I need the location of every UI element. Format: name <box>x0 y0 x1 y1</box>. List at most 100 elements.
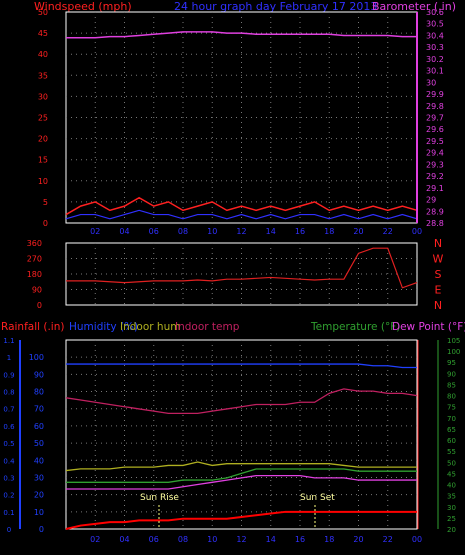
humidity-tick-label: 100 <box>29 353 44 362</box>
rainfall-title: Rainfall (.in) <box>1 321 64 333</box>
barometer-tick-label: 29.1 <box>426 184 444 193</box>
sun-rise-label: Sun Rise <box>140 493 179 503</box>
indoor-temp-line <box>65 388 418 415</box>
wind-gust-line <box>65 196 418 216</box>
sun-set-label: Sun Set <box>300 493 335 503</box>
humidity-axis-ticks: 0 10 20 30 40 50 60 70 80 90 100 <box>29 353 44 534</box>
windspeed-tick-label: 45 <box>38 29 48 38</box>
barometer-tick-label: 29.4 <box>426 149 444 158</box>
indoor-temp-title: Indoor temp <box>175 321 240 333</box>
windspeed-tick-label: 25 <box>38 114 48 123</box>
indoor-hum-title: Indoor hum <box>120 321 180 333</box>
windspeed-tick-label: 5 <box>43 198 48 207</box>
temperature-tick-label: 105 <box>447 337 460 345</box>
wind-panel-series <box>65 31 418 220</box>
compass-letter-s: S <box>435 268 442 281</box>
wind-average-line <box>65 209 418 220</box>
temperature-tick-label: 35 <box>447 493 456 501</box>
wind-time-tick-label: 16 <box>295 227 305 236</box>
temperature-tick-label: 80 <box>447 393 456 401</box>
dew-point-title: Dew Point (°F) <box>392 321 465 333</box>
temperature-tick-label: 85 <box>447 381 456 389</box>
rainfall-tick-label: 0.3 <box>3 474 14 482</box>
barometer-tick-label: 29.7 <box>426 114 444 123</box>
rainfall-tick-label: 0.2 <box>3 492 14 500</box>
humidity-tick-label: 50 <box>34 439 44 448</box>
wind-panel-grid <box>66 12 417 223</box>
chart-title: 24 hour graph day February 17 2013 <box>174 0 377 13</box>
temperature-tick-label: 30 <box>447 504 456 512</box>
wind-time-tick-label: 18 <box>324 227 334 236</box>
humidity-title: Humidity (%) <box>69 321 138 333</box>
temperature-title: Temperature (°F) <box>310 321 400 333</box>
wind-time-tick-label: 12 <box>236 227 246 236</box>
temperature-tick-label: 60 <box>447 437 456 445</box>
windspeed-tick-label: 0 <box>43 219 48 228</box>
temperature-tick-label: 90 <box>447 370 456 378</box>
barometer-title: Barometer (.in) <box>372 0 456 13</box>
windspeed-tick-label: 35 <box>38 71 48 80</box>
temperature-tick-label: 95 <box>447 359 456 367</box>
rainfall-tick-label: 1.1 <box>3 337 14 345</box>
rainfall-tick-label: 0.5 <box>3 440 14 448</box>
barometer-tick-label: 30 <box>426 78 436 87</box>
humidity-tick-label: 30 <box>34 473 44 482</box>
wind-time-tick-label: 06 <box>149 227 159 236</box>
windspeed-axis-ticks: 0 5 10 15 20 25 30 35 40 45 50 <box>38 8 48 228</box>
wind-time-tick-label: 14 <box>266 227 276 236</box>
humidity-tick-label: 80 <box>34 388 44 397</box>
conditions-time-tick-label: 22 <box>383 535 393 544</box>
conditions-panel-time-ticks: 02 04 06 08 10 12 14 16 18 20 22 00 <box>90 535 422 544</box>
barometer-tick-label: 30.4 <box>426 31 444 40</box>
compass-letter-n: N <box>434 237 442 250</box>
barometer-tick-label: 30.2 <box>426 55 444 64</box>
direction-tick-label: 270 <box>27 255 42 264</box>
rainfall-axis-ticks: 0 0.1 0.2 0.3 0.4 0.5 0.6 0.7 0.8 0.9 1 1.1 <box>3 337 15 534</box>
wind-time-tick-label: 10 <box>207 227 217 236</box>
humidity-line <box>66 363 417 369</box>
rainfall-tick-label: 0.8 <box>3 389 14 397</box>
indoor-hum-line <box>65 461 417 472</box>
humidity-tick-label: 10 <box>34 508 44 517</box>
barometer-tick-label: 30.1 <box>426 67 444 76</box>
temperature-tick-label: 45 <box>447 470 456 478</box>
temperature-tick-label: 65 <box>447 426 456 434</box>
conditions-time-tick-label: 06 <box>149 535 159 544</box>
humidity-tick-label: 20 <box>34 491 44 500</box>
windspeed-title: Windspeed (mph) <box>34 0 132 13</box>
temperature-tick-label: 25 <box>447 515 456 523</box>
wind-time-tick-label: 20 <box>353 227 363 236</box>
barometer-axis-ticks: 28.8 28.9 29 29.1 29.2 29.3 29.4 29.5 29.6 29.7 29… <box>426 8 444 228</box>
barometer-tick-label: 29.8 <box>426 102 444 111</box>
temperature-tick-label: 100 <box>447 348 460 356</box>
barometer-tick-label: 29.9 <box>426 90 444 99</box>
barometer-tick-label: 29.6 <box>426 125 444 134</box>
direction-panel-grid <box>66 243 417 305</box>
wind-time-tick-label: 22 <box>383 227 393 236</box>
direction-tick-label: 180 <box>27 270 42 279</box>
rainfall-tick-label: 0.1 <box>3 509 14 517</box>
barometer-tick-label: 30.5 <box>426 20 444 29</box>
temperature-tick-label: 70 <box>447 415 456 423</box>
conditions-panel-series <box>65 363 418 530</box>
rainfall-tick-label: 0.4 <box>3 457 15 465</box>
barometer-line <box>66 31 417 39</box>
barometer-tick-label: 30.6 <box>426 8 444 17</box>
temperature-tick-label: 55 <box>447 448 456 456</box>
direction-tick-label: 360 <box>27 239 42 248</box>
barometer-tick-label: 28.9 <box>426 207 444 216</box>
rainfall-tick-label: 0.7 <box>3 406 14 414</box>
conditions-time-tick-label: 00 <box>412 535 422 544</box>
humidity-tick-label: 70 <box>34 405 44 414</box>
temperature-tick-label: 40 <box>447 482 456 490</box>
barometer-tick-label: 29.3 <box>426 160 444 169</box>
barometer-tick-label: 30.3 <box>426 43 444 52</box>
windspeed-tick-label: 20 <box>38 135 48 144</box>
wind-time-tick-label: 04 <box>119 227 129 236</box>
conditions-time-tick-label: 12 <box>236 535 246 544</box>
rainfall-tick-label: 1 <box>7 354 11 362</box>
wind-time-tick-label: 00 <box>412 227 422 236</box>
windspeed-tick-label: 15 <box>38 156 48 165</box>
